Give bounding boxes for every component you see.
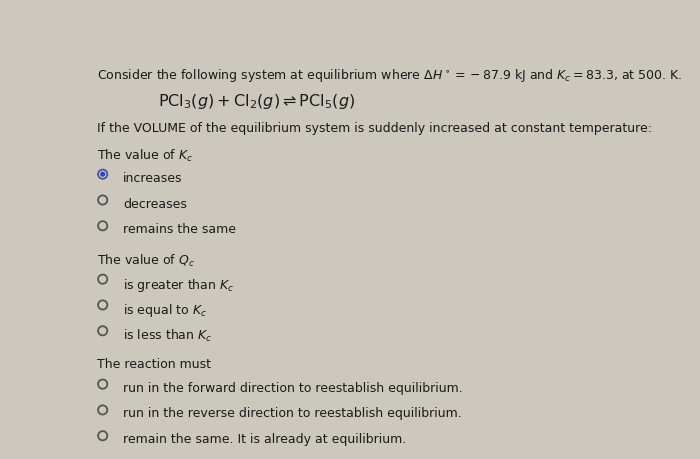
Text: is equal to $K_c$: is equal to $K_c$ — [122, 302, 206, 319]
Text: is less than $K_c$: is less than $K_c$ — [122, 328, 212, 344]
Text: The value of $Q_c$: The value of $Q_c$ — [97, 252, 195, 269]
Text: is greater than $K_c$: is greater than $K_c$ — [122, 277, 234, 294]
Text: The value of $K_c$: The value of $K_c$ — [97, 148, 193, 164]
Text: increases: increases — [122, 172, 182, 185]
Text: run in the forward direction to reestablish equilibrium.: run in the forward direction to reestabl… — [122, 381, 463, 395]
Text: decreases: decreases — [122, 197, 187, 211]
Text: remains the same: remains the same — [122, 224, 236, 236]
Text: If the VOLUME of the equilibrium system is suddenly increased at constant temper: If the VOLUME of the equilibrium system … — [97, 122, 652, 135]
Text: The reaction must: The reaction must — [97, 358, 211, 370]
Text: Consider the following system at equilibrium where $\Delta H^\circ = -87.9$ kJ a: Consider the following system at equilib… — [97, 67, 682, 84]
Text: $\mathrm{PCl_3}(g) + \mathrm{Cl_2}(g) \rightleftharpoons \mathrm{PCl_5}(g)$: $\mathrm{PCl_3}(g) + \mathrm{Cl_2}(g) \r… — [158, 92, 355, 111]
Text: remain the same. It is already at equilibrium.: remain the same. It is already at equili… — [122, 433, 406, 446]
Text: run in the reverse direction to reestablish equilibrium.: run in the reverse direction to reestabl… — [122, 408, 461, 420]
Ellipse shape — [100, 172, 105, 177]
